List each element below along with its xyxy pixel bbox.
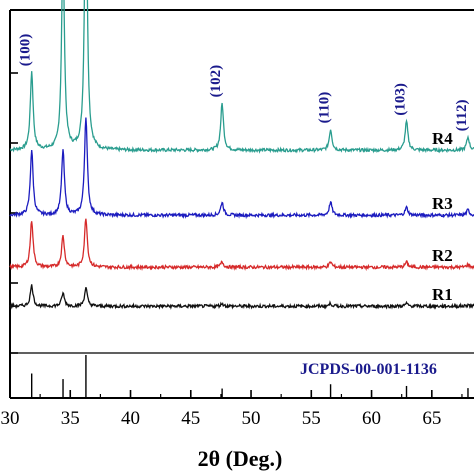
series-label-r1: R1	[432, 285, 453, 304]
x-tick-label: 35	[61, 408, 80, 429]
peak-labels: (100)(002)(101)(102)(110)(103)(112)	[18, 34, 470, 132]
series-label-r4: R4	[432, 129, 453, 148]
reference-label: JCPDS-00-001-1136	[300, 361, 437, 378]
series-line-r1	[9, 284, 474, 310]
peak-label: (100)	[18, 34, 34, 67]
peak-label: (110)	[317, 92, 333, 124]
x-tick-label: 45	[181, 408, 200, 429]
x-tick-label: 50	[242, 408, 261, 429]
peak-label: (103)	[393, 83, 409, 116]
series-labels: R4 R3 R2 R1	[432, 129, 453, 304]
x-axis: 30 35 40 45 50 55 60 65	[1, 390, 463, 429]
series-line-r4	[9, 0, 474, 154]
series-line-r3	[9, 117, 474, 220]
reference-pattern: JCPDS-00-001-1136	[30, 355, 469, 398]
x-tick-label: 30	[1, 408, 20, 429]
x-tick-label: 40	[121, 408, 140, 429]
peak-label: (112)	[454, 100, 470, 132]
series-group	[9, 0, 474, 310]
peak-label: (102)	[208, 65, 224, 98]
plot-area	[9, 9, 474, 399]
x-axis-title: 2θ (Deg.)	[198, 446, 283, 471]
x-tick-label: 60	[362, 408, 381, 429]
series-label-r3: R3	[432, 194, 453, 213]
x-tick-label: 65	[422, 408, 441, 429]
y-axis-ticks	[10, 72, 18, 354]
x-tick-label: 55	[302, 408, 321, 429]
series-label-r2: R2	[432, 246, 453, 265]
series-line-r2	[9, 218, 474, 272]
